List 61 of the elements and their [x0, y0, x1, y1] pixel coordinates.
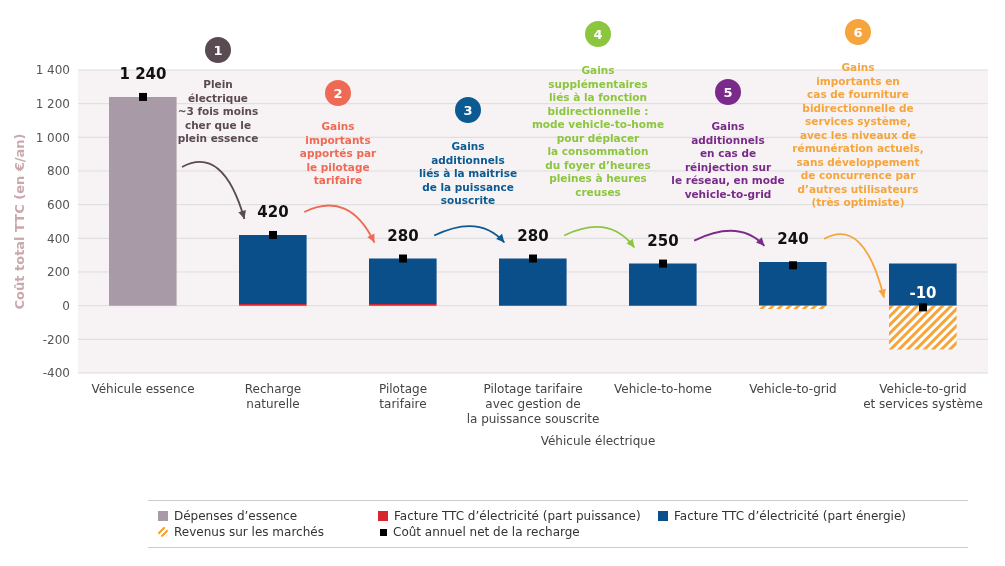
legend-label: Revenus sur les marchés — [174, 525, 324, 539]
bar — [889, 263, 957, 306]
x-tick-label: Recharge naturelle — [244, 382, 302, 411]
x-axis-title: Véhicule électrique — [540, 434, 656, 448]
data-label: 1 240 — [119, 64, 167, 83]
data-label: 280 — [387, 226, 419, 245]
numbered-circle: 3 — [455, 97, 481, 123]
y-tick-label: 400 — [47, 231, 70, 246]
numbered-circle: 2 — [325, 80, 351, 106]
numbered-circle: 6 — [845, 19, 871, 45]
point — [529, 254, 537, 263]
y-tick-label: 800 — [47, 164, 70, 179]
point — [139, 92, 147, 101]
bar — [759, 261, 827, 306]
numbered-circle: 5 — [715, 79, 741, 105]
x-tick-label: Pilotage tarifaire — [378, 382, 428, 411]
point — [659, 259, 667, 268]
legend-label: Dépenses d’essence — [174, 509, 298, 523]
bar — [499, 258, 567, 306]
data-label: 280 — [517, 226, 549, 245]
legend-label: Facture TTC d’électricité (part énergie) — [674, 509, 907, 523]
numbered-circle: 1 — [205, 37, 231, 63]
point — [269, 230, 277, 239]
annotation: 3 — [463, 103, 473, 118]
annotation: Gains additionnels liés à la maitrise de la puissance souscrite — [418, 140, 518, 206]
text: Gains importants en cas de fourniture bidirectionnelle de services système, avec les niveaux de rémunération actuels, sans développement de concurrence par d’autres utilisateurs (très optimiste) — [792, 61, 924, 208]
point — [789, 261, 797, 270]
data-label: 420 — [257, 202, 289, 221]
bar — [889, 305, 957, 350]
annotation: Gains importants apportés par le pilotage tarifaire — [299, 120, 377, 186]
x-tick-label: Pilotage tarifaire avec gestion de la puissance souscrite — [466, 382, 600, 426]
bar — [109, 96, 177, 306]
y-tick-label: -400 — [42, 366, 70, 381]
x-tick-label: Vehicle-to-home — [614, 382, 712, 396]
bar — [239, 234, 307, 304]
y-tick-label: 1 000 — [35, 130, 70, 145]
annotation: 2 — [333, 86, 343, 101]
y-tick-label: 200 — [47, 265, 70, 280]
y-axis-title: Coût total TTC (en €/an) — [12, 133, 27, 310]
bar — [369, 258, 437, 304]
text: Gains supplémentaires liés à la fonction bidirectionnelle : mode vehicle-to-home pour déplacer la consommation du foyer d’heures pleines à heures creuses — [531, 64, 665, 198]
legend-label: Facture TTC d’électricité (part puissance) — [394, 509, 641, 523]
numbered-circle: 4 — [585, 21, 611, 47]
annotation: Plein électrique ~3 fois moins cher que le plein essence — [177, 78, 259, 144]
x-tick-label: Vehicle-to-grid et services système — [863, 382, 983, 411]
point — [399, 254, 407, 263]
y-tick-label: 1 400 — [35, 63, 70, 78]
data-label: 240 — [777, 229, 809, 248]
y-tick-label: -200 — [42, 332, 70, 347]
annotation: 5 — [723, 85, 733, 100]
y-tick-label: 600 — [47, 197, 70, 212]
y-tick-label: 1 200 — [35, 96, 70, 111]
bar — [629, 263, 697, 306]
x-tick-label: Véhicule essence — [91, 382, 195, 396]
x-tick-label: Vehicle-to-grid — [749, 382, 837, 396]
y-tick-label: 0 — [62, 298, 70, 313]
point — [919, 303, 927, 312]
annotation: Gains additionnels en cas de réinjection sur le réseau, en mode vehicle-to-grid — [671, 120, 785, 200]
legend-label: Coût annuel net de la recharge — [393, 525, 580, 539]
data-label: -10 — [909, 284, 937, 303]
data-label: 250 — [647, 231, 679, 250]
